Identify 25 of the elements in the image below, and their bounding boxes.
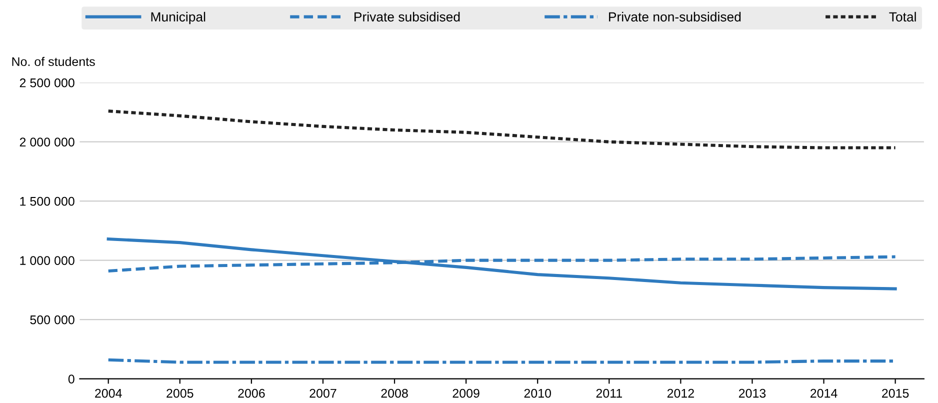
y-tick-label: 0 — [68, 374, 74, 384]
y-tick-label: 2 000 000 — [20, 138, 74, 147]
legend-label: Private subsidised — [354, 12, 460, 22]
line-series — [106, 237, 897, 290]
line-series — [106, 110, 897, 150]
x-tick-label: 2011 — [596, 388, 622, 398]
x-tick-label: 2008 — [381, 388, 408, 398]
legend-label: Private non-subsidised — [609, 12, 741, 22]
x-tick-label: 2006 — [238, 388, 265, 398]
x-tick-label: 2010 — [524, 388, 552, 398]
x-tick-label: 2009 — [452, 388, 480, 398]
y-axis-title: No. of students — [12, 56, 95, 66]
x-tick-label: 2007 — [310, 388, 336, 398]
x-tick-label: 2005 — [166, 388, 194, 398]
x-tick-label: 2012 — [667, 388, 694, 398]
y-tick-label: 1 500 000 — [20, 196, 74, 206]
x-tick-label: 2004 — [95, 388, 122, 398]
x-tick-label: 2015 — [882, 388, 909, 398]
y-tick-label: 2 500 000 — [20, 78, 74, 88]
x-tick-label: 2013 — [738, 388, 766, 398]
y-tick-label: 500 000 — [30, 315, 74, 324]
legend-label: Total — [889, 12, 916, 22]
y-tick-label: 1 000 000 — [20, 256, 74, 265]
x-tick-label: 2014 — [810, 388, 838, 398]
legend-label: Municipal — [151, 12, 206, 24]
